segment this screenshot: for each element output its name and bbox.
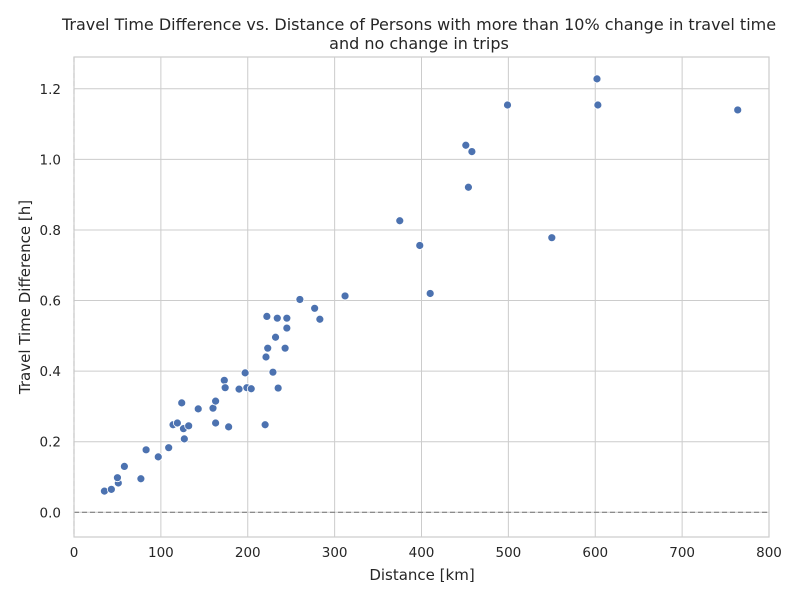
data-point [260,420,270,430]
x-tick-label: 300 [322,545,348,561]
x-tick-label: 400 [409,545,435,561]
data-point [315,314,325,324]
data-point [467,147,477,156]
data-point [246,384,256,394]
data-point [234,384,244,394]
plot-frame [73,56,770,538]
chart-title-line-2: and no change in trips [329,34,509,53]
data-point [503,100,512,110]
x-tick-label: 100 [148,545,174,561]
data-point [271,332,280,342]
y-tick-label: 0.0 [40,505,61,521]
data-point [211,418,221,428]
data-point [219,375,229,385]
x-tick-label: 700 [669,545,695,561]
data-point [211,396,221,406]
data-point [136,474,146,484]
data-point [268,367,278,377]
data-point [106,484,116,494]
data-point [224,422,234,432]
data-point [461,140,471,150]
x-tick-label: 200 [235,545,261,561]
x-tick-label: 500 [495,545,521,561]
data-point [261,352,271,362]
data-point [141,445,151,455]
y-tick-label: 1.2 [40,82,61,98]
data-point [282,313,292,323]
x-tick-label: 600 [582,545,608,561]
data-point [113,473,122,483]
data-point [733,105,743,115]
data-point [280,343,290,353]
data-point [592,74,602,84]
data-point [395,216,405,226]
x-tick-label: 0 [70,545,79,561]
data-point [240,368,250,378]
data-point [464,182,473,192]
data-point [282,323,292,333]
x-tick-label: 800 [756,545,782,561]
data-point [425,289,435,298]
data-point [193,404,203,414]
data-point [295,295,305,304]
data-point [593,100,603,110]
y-tick-label: 0.8 [40,223,61,239]
data-point [119,462,129,471]
x-tick-labels: 0 100 200 300 400 500 600 700 800 [70,545,782,561]
data-point [153,452,163,462]
y-tick-label: 1.0 [40,152,61,168]
data-point [310,303,320,313]
data-point [262,312,272,321]
data-point [415,241,425,250]
y-tick-label: 0.4 [40,364,61,380]
data-point [184,421,194,431]
data-point [179,434,189,444]
y-tick-label: 0.6 [40,294,61,310]
x-axis-label: Distance [km] [369,566,474,584]
data-point [220,383,230,393]
data-point [273,383,283,393]
y-tick-labels: 0.0 0.2 0.4 0.6 0.8 1.0 1.2 [40,82,61,522]
y-axis-label: Travel Time Difference [h] [16,200,34,395]
data-point [340,291,350,301]
y-tick-label: 0.2 [40,435,61,451]
data-point [172,418,182,428]
data-point [272,313,282,323]
data-point [164,443,174,453]
chart-title-line-1: Travel Time Difference vs. Distance of P… [61,15,776,34]
data-point [263,343,273,353]
data-point [177,398,187,408]
data-points [100,74,743,496]
grid-layer [73,57,770,537]
data-point [547,233,557,243]
